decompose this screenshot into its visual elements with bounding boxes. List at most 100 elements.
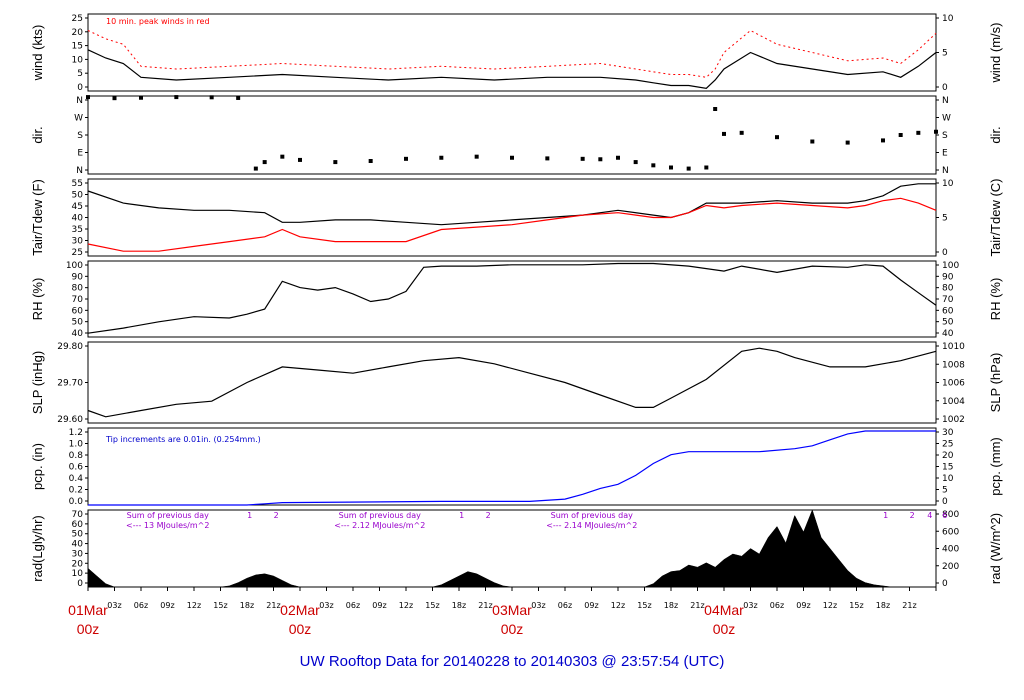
right-axis-label: SLP (hPa) <box>988 353 1003 413</box>
left-tick-label: 0.8 <box>69 451 84 461</box>
day-hour-label: 00z <box>77 621 100 637</box>
right-tick-label: 0 <box>942 497 948 507</box>
left-tick-label: 35 <box>72 225 83 235</box>
direction-point <box>174 95 179 100</box>
hour-label: 21z <box>478 601 492 610</box>
time-axis: 03z 06z 09z 12z 15z 18z 21z 03z 06z 09z 12z 15z 18z 2… <box>68 587 937 637</box>
right-tick-label: N <box>942 96 949 106</box>
direction-point <box>686 166 691 171</box>
left-tick-label: 70 <box>72 295 84 305</box>
day-label: 04Mar <box>704 602 744 618</box>
left-tick-label: N <box>76 96 83 106</box>
direction-point <box>404 156 408 161</box>
hour-label: 12z <box>611 601 625 610</box>
right-axis-label: pcp. (mm) <box>988 437 1003 496</box>
hour-label: 09z <box>160 601 174 610</box>
series-tair <box>87 183 936 226</box>
hour-label: 09z <box>796 601 810 610</box>
left-tick-label: 50 <box>72 318 84 328</box>
hour-label: 06z <box>770 601 784 610</box>
right-tick-label: 0 <box>942 83 948 93</box>
radiation-marker: 2 <box>486 511 491 520</box>
direction-point <box>139 95 143 100</box>
hour-label: 18z <box>876 601 890 610</box>
right-axis-label: dir. <box>988 126 1003 143</box>
direction-point <box>810 139 815 144</box>
radiation-marker: 2 <box>274 511 279 520</box>
right-tick-label: 1004 <box>942 397 965 407</box>
left-tick-label: W <box>74 114 83 124</box>
direction-point <box>713 107 718 111</box>
direction-point <box>112 96 117 101</box>
page-title: UW Rooftop Data for 20140228 to 20140303… <box>300 653 725 670</box>
left-tick-label: 40 <box>72 540 84 550</box>
left-tick-label: 45 <box>72 202 83 212</box>
right-axis-label: rad (W/m^2) <box>988 513 1003 584</box>
day-label: 03Mar <box>492 602 532 618</box>
hour-label: 21z <box>902 601 916 610</box>
hour-label: 18z <box>240 601 254 610</box>
direction-point <box>916 130 921 135</box>
hour-label: 15z <box>849 601 863 610</box>
left-tick-label: 29.70 <box>57 379 83 389</box>
panel-frame <box>87 341 937 424</box>
left-tick-label: E <box>77 149 83 159</box>
direction-point <box>739 130 744 135</box>
direction-point <box>580 156 585 161</box>
left-tick-label: 30 <box>72 237 84 247</box>
radiation-sum-line2: <--- 13 MJoules/m^2 <box>126 521 209 530</box>
left-tick-label: 30 <box>72 549 84 559</box>
hour-label: 18z <box>452 601 466 610</box>
left-tick-label: 60 <box>72 520 84 530</box>
left-tick-label: 20 <box>72 28 84 38</box>
left-axis-label: SLP (inHg) <box>30 351 45 414</box>
series-humidity-0 <box>87 262 937 334</box>
panel-annotation: Tip increments are 0.01in. (0.254mm.) <box>105 435 261 444</box>
hour-label: 15z <box>637 601 651 610</box>
left-tick-label: 29.80 <box>57 342 83 352</box>
left-axis-label: pcp. (in) <box>30 443 45 490</box>
hour-label: 03z <box>531 601 545 610</box>
left-axis-label: rad(Lgly/hr) <box>30 515 45 581</box>
right-axis-label: wind (m/s) <box>988 23 1003 84</box>
direction-point <box>86 95 90 100</box>
direction-point <box>298 157 302 162</box>
right-tick-label: E <box>942 149 948 159</box>
left-axis-label: dir. <box>30 126 45 143</box>
direction-point <box>934 129 938 134</box>
direction-point <box>616 155 620 160</box>
right-tick-label: 20 <box>942 451 954 461</box>
hour-label: 21z <box>690 601 704 610</box>
hour-label: 12z <box>399 601 413 610</box>
right-tick-label: 40 <box>942 329 954 339</box>
left-tick-label: 10 <box>72 569 84 579</box>
series-radiation-0 <box>87 509 936 588</box>
hour-label: 18z <box>664 601 678 610</box>
left-tick-label: 40 <box>72 329 84 339</box>
right-tick-label: 100 <box>942 261 959 271</box>
hour-label: 03z <box>319 601 333 610</box>
right-tick-label: 10 <box>942 179 954 189</box>
hour-label: 09z <box>584 601 598 610</box>
day-label: 02Mar <box>280 602 320 618</box>
right-tick-label: S <box>942 131 948 141</box>
direction-point <box>236 95 241 100</box>
left-tick-label: 100 <box>66 261 83 271</box>
direction-point <box>775 135 779 140</box>
series-tdew <box>87 197 937 252</box>
panel-wind: 25 20 15 10 5 0 10 5 0 wind (kts) wind (m/s) 10 min… <box>30 13 1003 93</box>
right-tick-label: 200 <box>942 562 959 572</box>
direction-point <box>898 133 903 137</box>
right-tick-label: 10 <box>942 14 954 24</box>
day-hour-label: 00z <box>501 621 524 637</box>
direction-point <box>253 166 258 171</box>
right-tick-label: W <box>942 114 951 124</box>
left-tick-label: 10 <box>72 55 84 65</box>
day-label: 01Mar <box>68 602 108 618</box>
panel-frame <box>87 95 937 175</box>
